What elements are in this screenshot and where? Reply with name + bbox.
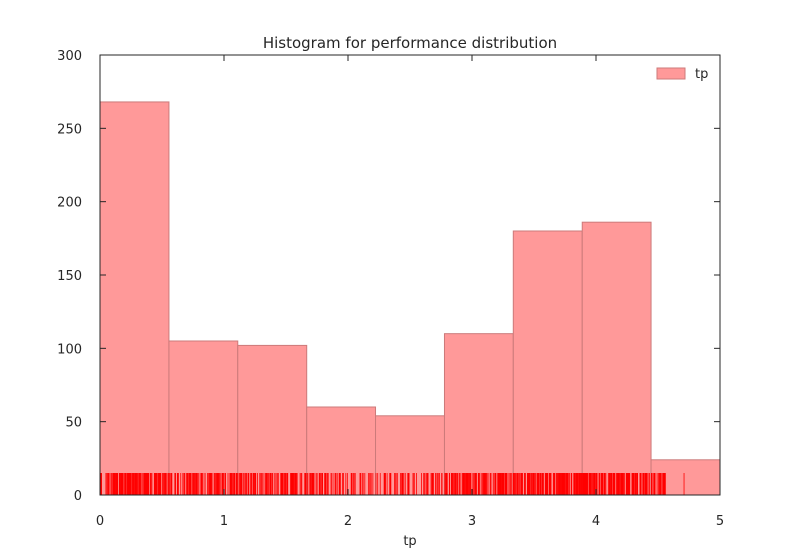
y-tick-label: 250 bbox=[57, 122, 82, 137]
histogram-bar-7 bbox=[581, 221, 652, 496]
x-tick-label: 3 bbox=[468, 514, 476, 529]
y-tick-label: 0 bbox=[74, 489, 82, 504]
histogram-bar-6 bbox=[512, 230, 583, 496]
histogram-bar-2 bbox=[237, 344, 308, 496]
histogram-bar-5 bbox=[443, 333, 514, 496]
histogram-bar-4 bbox=[375, 415, 445, 496]
y-tick-label: 50 bbox=[65, 416, 82, 431]
histogram-bar-0 bbox=[99, 101, 170, 496]
legend-swatch bbox=[656, 67, 686, 80]
x-tick-label: 2 bbox=[344, 514, 352, 529]
histogram-bar-1 bbox=[168, 340, 239, 496]
x-tick-label: 4 bbox=[592, 514, 600, 529]
legend-label-tp: tp bbox=[695, 67, 708, 82]
x-tick-label: 1 bbox=[220, 514, 228, 529]
y-tick-label: 300 bbox=[57, 49, 82, 64]
y-tick-label: 100 bbox=[57, 342, 82, 357]
rug-layer bbox=[99, 473, 685, 495]
chart-title: Histogram for performance distribution bbox=[263, 34, 557, 52]
bars-layer bbox=[99, 101, 721, 496]
x-tick-label: 5 bbox=[716, 514, 724, 529]
x-tick-label: 0 bbox=[96, 514, 104, 529]
y-tick-label: 200 bbox=[57, 196, 82, 211]
histogram-bar-3 bbox=[306, 406, 377, 496]
legend: tp bbox=[656, 67, 708, 82]
x-axis-label: tp bbox=[403, 534, 416, 549]
y-tick-label: 150 bbox=[57, 269, 82, 284]
